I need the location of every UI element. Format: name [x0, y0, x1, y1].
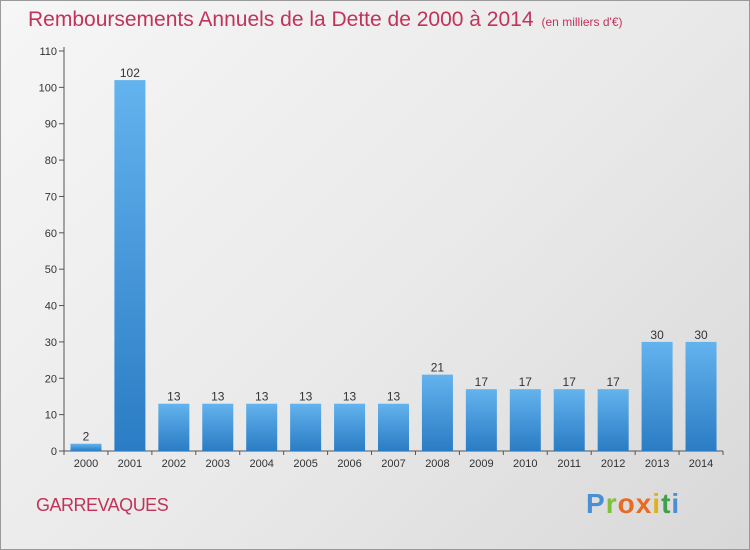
bar-value-label: 21 — [431, 361, 445, 375]
bar-value-label: 13 — [255, 390, 269, 404]
data-labels: 2 102 13 13 13 13 13 13 21 17 17 17 17 30 30 — [83, 66, 708, 444]
x-tick-label: 2000 — [74, 458, 98, 470]
bar — [597, 389, 629, 451]
x-tick-label: 2014 — [689, 458, 713, 470]
x-tick-label: 2009 — [469, 458, 493, 470]
x-tick-label: 2007 — [381, 458, 405, 470]
y-tick-label: 20 — [45, 373, 57, 385]
bar — [685, 341, 717, 451]
bar — [246, 403, 278, 451]
bar-value-label: 17 — [606, 375, 620, 389]
bar — [202, 403, 234, 451]
y-tick-label: 30 — [45, 337, 57, 349]
proxiti-logo: Proxiti — [586, 488, 681, 519]
x-tick-label: 2006 — [337, 458, 361, 470]
y-tick-label: 70 — [45, 191, 57, 203]
y-tick-label: 50 — [45, 264, 57, 276]
x-tick-label: 2012 — [601, 458, 625, 470]
x-tick-label: 2008 — [425, 458, 449, 470]
bar — [378, 403, 409, 451]
bar-value-label: 13 — [211, 390, 225, 404]
bar-value-label: 17 — [563, 375, 577, 389]
bar-value-label: 13 — [167, 390, 181, 404]
bar — [114, 80, 146, 451]
bar — [509, 389, 541, 451]
bars — [70, 80, 717, 451]
bar — [641, 341, 673, 451]
x-tick-label: 2001 — [118, 458, 142, 470]
bar — [158, 403, 190, 451]
bar-value-label: 102 — [120, 66, 140, 80]
bar — [465, 389, 497, 451]
y-tick-label: 90 — [45, 119, 57, 131]
x-tick-label: 2011 — [557, 458, 581, 470]
x-tick-label: 2002 — [162, 458, 186, 470]
bar — [290, 403, 322, 451]
y-tick-label: 80 — [45, 155, 57, 167]
bar-value-label: 30 — [694, 328, 708, 342]
y-tick-label: 40 — [45, 301, 57, 313]
commune-name: GARREVAQUES — [36, 495, 169, 515]
bar-value-label: 30 — [650, 328, 664, 342]
bar-value-label: 17 — [519, 375, 533, 389]
bar — [334, 403, 366, 451]
y-tick-label: 0 — [51, 446, 57, 458]
bar-value-label: 13 — [299, 390, 313, 404]
chart-title: Remboursements Annuels de la Dette de 20… — [28, 8, 623, 32]
x-tick-label: 2005 — [293, 458, 317, 470]
bar — [70, 443, 102, 451]
bar-value-label: 2 — [83, 430, 90, 444]
title-text: Remboursements Annuels de la Dette de 20… — [28, 8, 534, 31]
y-tick-label: 100 — [39, 82, 57, 94]
bar-value-label: 13 — [387, 390, 401, 404]
x-tick-label: 2003 — [206, 458, 230, 470]
bar — [553, 389, 585, 451]
y-tick-label: 60 — [45, 228, 57, 240]
bar — [421, 374, 453, 451]
y-tick-label: 110 — [39, 46, 57, 58]
x-tick-label: 2010 — [513, 458, 537, 470]
bar-value-label: 17 — [475, 375, 489, 389]
unit-label: (en milliers d'€) — [541, 15, 623, 29]
x-tick-label: 2004 — [249, 458, 273, 470]
x-tick-label: 2013 — [645, 458, 669, 470]
y-tick-label: 10 — [45, 410, 57, 422]
bar-value-label: 13 — [343, 390, 357, 404]
